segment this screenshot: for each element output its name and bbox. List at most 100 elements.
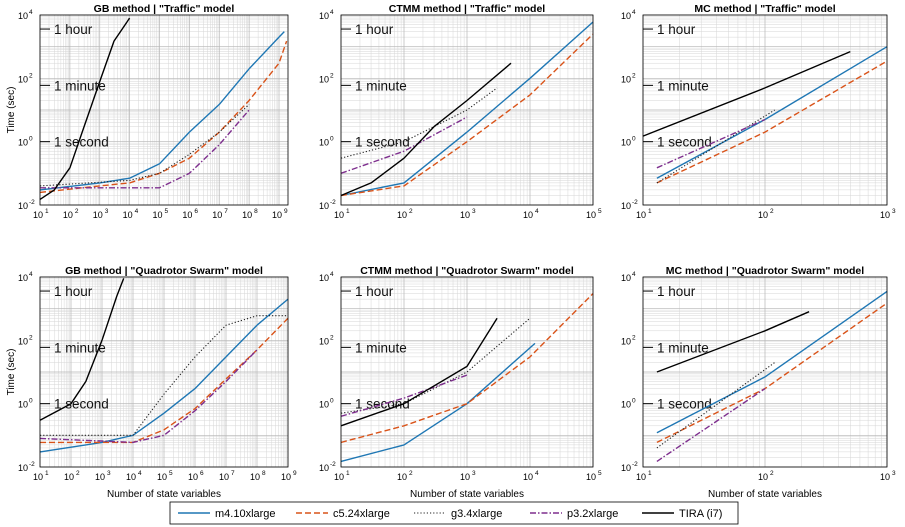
x-tick-exponent: 3	[892, 208, 896, 215]
x-tick-exponent: 5	[598, 470, 602, 477]
y-tick-label: 10	[319, 400, 329, 410]
time-annotation: 1 hour	[657, 22, 696, 37]
y-tick-exponent: 4	[330, 271, 334, 278]
x-tick-label: 10	[586, 472, 596, 482]
plot-frame	[642, 276, 888, 468]
x-tick-exponent: 2	[75, 208, 79, 215]
x-tick-label: 10	[212, 210, 222, 220]
legend-label: TIRA (i7)	[679, 508, 722, 520]
y-tick-exponent: -2	[632, 199, 638, 206]
plot-frame	[642, 14, 888, 206]
chart-title: GB method | "Traffic" model	[94, 3, 235, 15]
plot-frame	[340, 276, 594, 468]
x-tick-label: 10	[397, 472, 407, 482]
y-tick-label: 10	[18, 463, 28, 473]
x-tick-exponent: 1	[346, 470, 350, 477]
x-tick-label: 10	[33, 472, 43, 482]
y-tick-label: 10	[319, 463, 329, 473]
series-line-c5-24xlarge	[340, 33, 594, 197]
legend: m4.10xlarge c5.24xlarge g3.4xlarge p3.2xlar…	[169, 501, 739, 525]
series-line-tira-i7-	[39, 278, 125, 421]
x-tick-exponent: 4	[535, 470, 539, 477]
series-line-tira-i7-	[39, 17, 131, 200]
series-line-p3-2xlarge	[656, 388, 766, 462]
series-line-m4-10xlarge	[340, 342, 536, 463]
x-tick-exponent: 9	[293, 470, 297, 477]
x-tick-label: 10	[33, 210, 43, 220]
time-annotation: 1 second	[657, 135, 712, 150]
y-tick-label: 10	[18, 11, 28, 21]
x-tick-label: 10	[63, 210, 73, 220]
plot-frame	[39, 14, 289, 206]
chart-panel-1: 10 1 10 2 10 3 10 4 10 5 10 6 10 7 10 8 10 910 -210 010 210 4…	[6, 3, 289, 220]
series-line-m4-10xlarge	[656, 290, 888, 434]
x-axis-label: Number of state variables	[107, 489, 221, 500]
x-tick-exponent: 5	[598, 208, 602, 215]
time-annotation: 1 hour	[355, 284, 394, 299]
y-tick-exponent: 0	[632, 398, 636, 405]
x-tick-exponent: 1	[648, 470, 652, 477]
series-line-p3-2xlarge	[40, 109, 250, 189]
y-tick-exponent: 2	[632, 334, 636, 341]
y-tick-label: 10	[18, 273, 28, 283]
plot-frame	[39, 276, 289, 468]
x-tick-exponent: 5	[165, 208, 169, 215]
series-line-m4-10xlarge	[39, 31, 285, 191]
x-tick-exponent: 4	[138, 470, 142, 477]
x-tick-label: 10	[880, 472, 890, 482]
legend-box	[169, 501, 739, 525]
time-annotation: 1 second	[54, 397, 109, 412]
y-tick-label: 10	[18, 74, 28, 84]
time-annotation: 1 minute	[54, 78, 106, 93]
chart-title: CTMM method | "Traffic" model	[389, 3, 545, 15]
y-tick-exponent: 2	[330, 72, 334, 79]
x-tick-exponent: 7	[231, 470, 235, 477]
x-tick-label: 10	[334, 472, 344, 482]
time-annotation: 1 second	[355, 135, 410, 150]
y-tick-label: 10	[319, 273, 329, 283]
series-line-g3-4xlarge	[656, 109, 775, 184]
x-tick-exponent: 2	[409, 208, 413, 215]
time-annotation: 1 hour	[54, 284, 93, 299]
legend-label: m4.10xlarge	[215, 508, 276, 520]
x-tick-exponent: 4	[535, 208, 539, 215]
time-annotation: 1 minute	[355, 340, 407, 355]
x-tick-label: 10	[95, 472, 105, 482]
y-tick-exponent: -2	[29, 199, 35, 206]
time-annotation: 1 minute	[657, 78, 709, 93]
chart-title: GB method | "Quadrotor Swarm" model	[65, 265, 263, 277]
x-tick-exponent: 3	[472, 470, 476, 477]
y-tick-label: 10	[18, 336, 28, 346]
x-tick-exponent: 3	[472, 208, 476, 215]
x-tick-label: 10	[242, 210, 252, 220]
x-tick-label: 10	[758, 472, 768, 482]
x-tick-exponent: 1	[45, 470, 49, 477]
x-tick-exponent: 1	[45, 208, 49, 215]
series-line-c5-24xlarge	[340, 293, 594, 444]
time-annotation: 1 hour	[54, 22, 93, 37]
x-tick-label: 10	[397, 210, 407, 220]
series-line-m4-10xlarge	[656, 46, 888, 179]
series-line-tira-i7-	[340, 317, 498, 427]
y-tick-label: 10	[18, 400, 28, 410]
x-tick-exponent: 3	[892, 470, 896, 477]
x-tick-label: 10	[157, 472, 167, 482]
series-line-p3-2xlarge	[340, 374, 468, 417]
y-tick-label: 10	[621, 463, 631, 473]
x-axis-label: Number of state variables	[708, 489, 822, 500]
x-tick-label: 10	[123, 210, 133, 220]
x-tick-exponent: 2	[409, 470, 413, 477]
x-tick-label: 10	[636, 472, 646, 482]
x-tick-exponent: 2	[770, 208, 774, 215]
chart-panel-4: 10 1 10 2 10 3 10 4 10 5 10 6 10 7 10 8 10 910 -210 010 210 4…	[6, 265, 297, 500]
x-tick-exponent: 7	[224, 208, 228, 215]
y-tick-label: 10	[621, 11, 631, 21]
series-line-p3-2xlarge	[340, 116, 468, 174]
y-tick-exponent: -2	[330, 199, 336, 206]
y-tick-label: 10	[319, 201, 329, 211]
x-tick-label: 10	[152, 210, 162, 220]
time-annotation: 1 hour	[355, 22, 394, 37]
